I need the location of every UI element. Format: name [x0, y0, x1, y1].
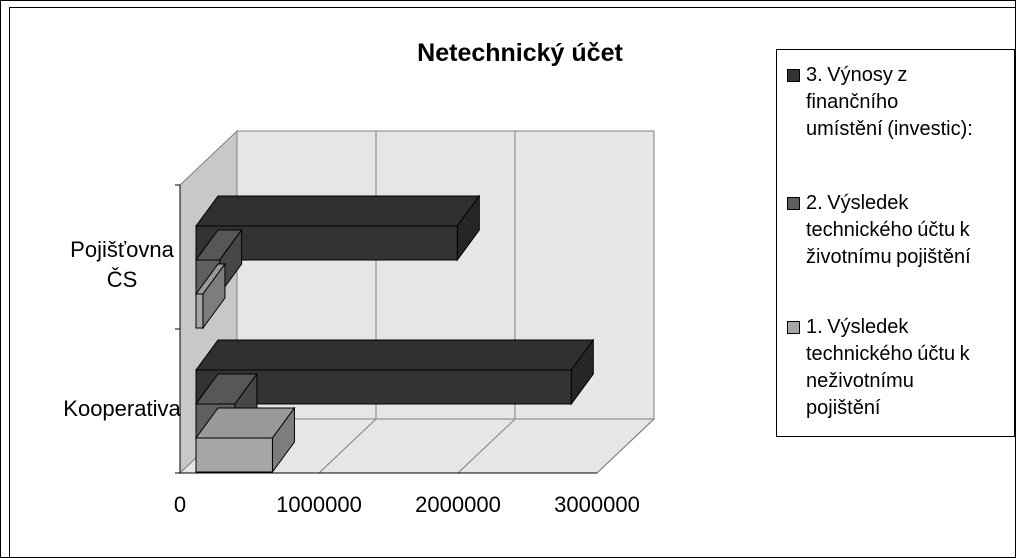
- x-tick-label: 0: [174, 492, 186, 517]
- legend-label: 2. Výsledek technického účtu k životnímu…: [806, 190, 1016, 271]
- chart-title: Netechnický účet: [417, 39, 623, 67]
- legend: 3. Výnosy z finančního umístění (investi…: [776, 49, 1015, 437]
- x-tick-label: 1000000: [276, 492, 362, 517]
- x-tick-label: 2000000: [415, 492, 501, 517]
- legend-swatch: [787, 69, 800, 82]
- legend-swatch: [787, 321, 800, 334]
- category-label: Kooperativa: [63, 396, 181, 421]
- bar-top: [196, 196, 479, 226]
- legend-label: 3. Výnosy z finančního umístění (investi…: [806, 62, 1016, 143]
- category-label-line: Pojišťovna: [70, 237, 174, 262]
- bar: [196, 294, 203, 328]
- bar: [196, 438, 272, 472]
- legend-label: 1. Výsledek technického účtu k neživotní…: [806, 314, 1016, 422]
- bar-top: [196, 340, 593, 370]
- legend-swatch: [787, 197, 800, 210]
- category-label-line: Kooperativa: [63, 396, 181, 421]
- category-label-line: ČS: [107, 267, 138, 292]
- x-tick-label: 3000000: [554, 492, 640, 517]
